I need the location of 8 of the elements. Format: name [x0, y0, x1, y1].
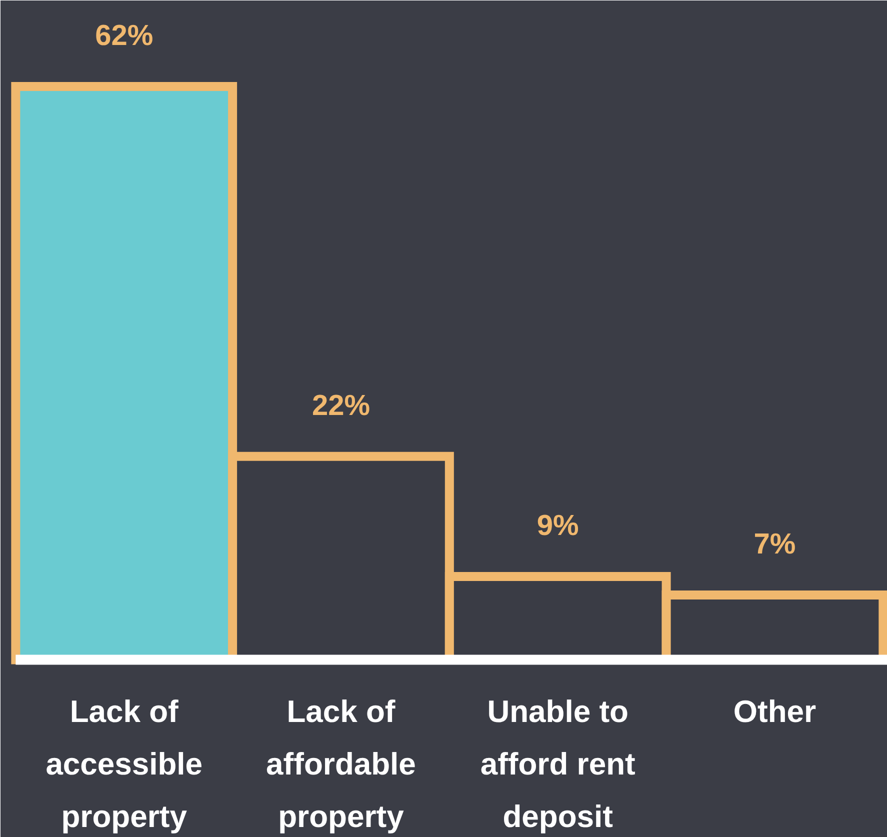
x-tick-label: Unable to afford rent deposit — [480, 694, 636, 834]
data-label: 22% — [312, 390, 370, 422]
data-label: 9% — [536, 510, 580, 542]
x-tick-label: Other — [733, 694, 816, 730]
data-label: 62% — [95, 20, 154, 52]
x-tick-label: Lack of affordable property — [266, 694, 416, 834]
x-tick-label: Lack of accessible property — [46, 694, 203, 834]
data-label: 7% — [754, 528, 796, 561]
